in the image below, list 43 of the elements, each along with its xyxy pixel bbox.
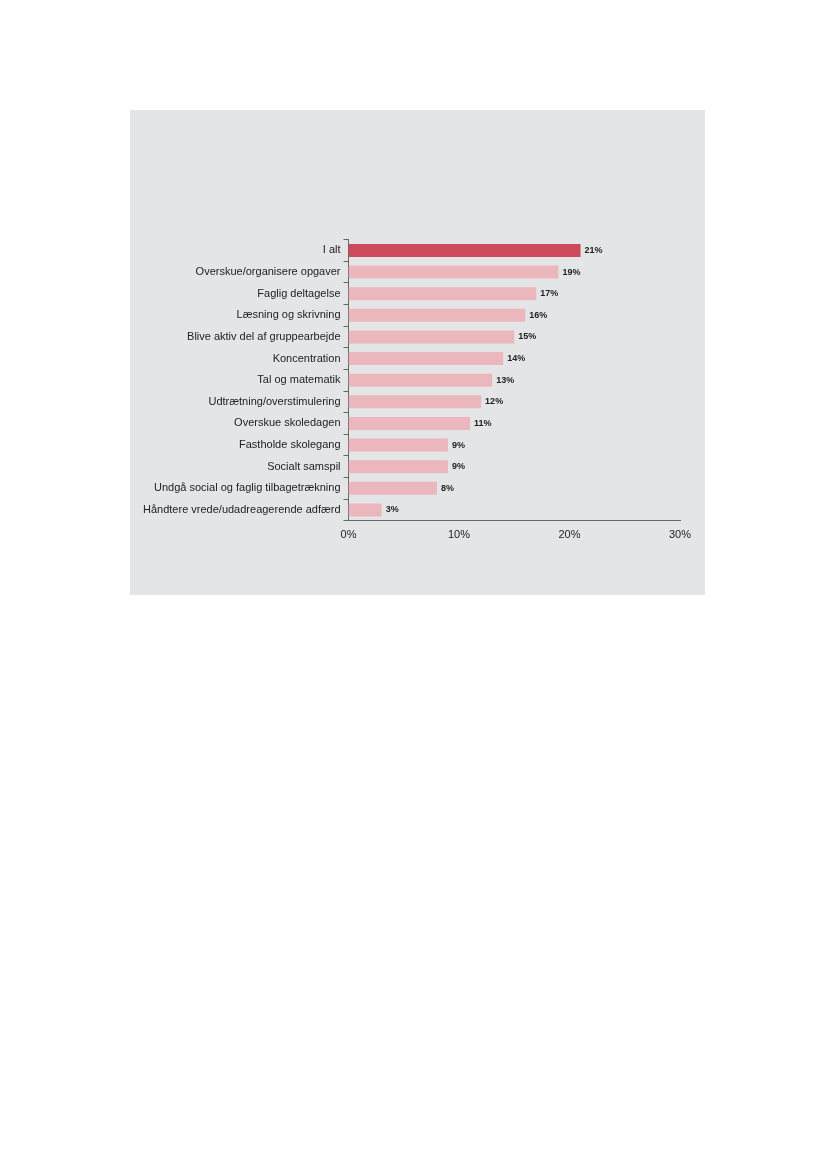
y-tick-label: Undgå social og faglig tilbagetrækning (154, 481, 341, 494)
y-tick-label: I alt (322, 243, 341, 256)
data-label: 9% (451, 461, 465, 472)
bar (348, 287, 537, 301)
bar (348, 503, 382, 517)
bar (348, 481, 437, 495)
data-label: 21% (584, 244, 603, 255)
data-label: 19% (562, 266, 581, 277)
bar (348, 352, 504, 366)
x-tick-label: 0% (340, 528, 357, 541)
x-tick-label: 30% (668, 528, 692, 541)
bar (348, 373, 493, 387)
bar (348, 243, 581, 257)
y-tick-label: Fastholde skolegang (239, 438, 341, 451)
bar (348, 395, 482, 409)
data-label: 12% (485, 396, 504, 407)
y-tick-label: Overskue skoledagen (234, 416, 341, 429)
y-tick-label: Blive aktiv del af gruppearbejde (187, 329, 341, 342)
data-label: 8% (440, 482, 454, 493)
bar (348, 330, 515, 344)
data-label: 9% (451, 439, 465, 450)
y-tick-label: Koncentration (272, 351, 341, 364)
y-tick-label: Håndtere vrede/udadreagerende adfærd (143, 503, 341, 516)
data-label: 13% (496, 374, 515, 385)
y-tick-label: Udtrætning/overstimulering (208, 394, 341, 407)
data-label: 3% (385, 504, 399, 515)
bar (348, 460, 448, 474)
x-tick-label: 20% (558, 528, 581, 541)
data-label: 11% (474, 417, 492, 428)
y-tick-label: Overskue/organisere opgaver (195, 265, 341, 278)
x-tick-label: 10% (448, 528, 471, 541)
y-tick-label: Socialt samspil (267, 459, 341, 472)
data-label: 14% (507, 353, 526, 364)
bar (348, 438, 448, 452)
data-label: 16% (529, 309, 548, 320)
data-label: 15% (518, 331, 537, 342)
y-tick-label: Faglig deltagelse (257, 286, 341, 299)
y-tick-label: Tal og matematik (257, 373, 342, 386)
bar (348, 308, 526, 322)
y-tick-label: Læsning og skrivning (236, 308, 341, 321)
data-label: 17% (540, 288, 559, 299)
bar (348, 416, 471, 430)
bar (348, 265, 559, 279)
